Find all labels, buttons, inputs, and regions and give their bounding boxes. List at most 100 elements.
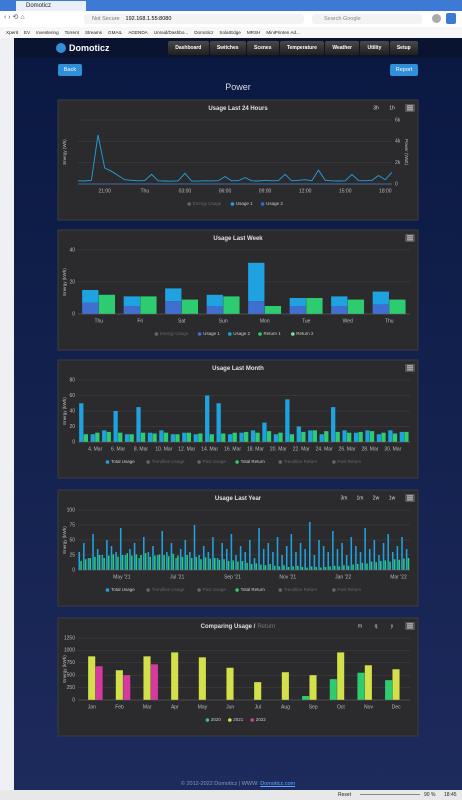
footer: © 2012-2022 Domoticz | WWW: Domoticz.com <box>14 781 462 787</box>
title-text: Usage Last Month <box>212 366 264 372</box>
bookmark[interactable]: Unraid/Dashbo... <box>153 30 189 35</box>
menu-item[interactable]: Temperature <box>279 41 325 55</box>
legend-label[interactable]: 2020 <box>211 717 222 722</box>
legend-label[interactable]: Past Return <box>337 587 361 592</box>
legend-label[interactable]: Usage 1 <box>203 331 220 336</box>
tab[interactable]: Domoticz <box>16 1 86 11</box>
bar <box>124 434 130 442</box>
bar <box>131 555 133 570</box>
tab-bar: Domoticz <box>0 0 462 11</box>
legend-label[interactable]: Total Usage <box>111 459 135 464</box>
bar <box>289 434 295 442</box>
bar <box>312 430 317 442</box>
menu-line <box>407 367 413 369</box>
legend-label[interactable]: Past Usage <box>203 587 227 592</box>
bar <box>318 540 320 570</box>
menu-item[interactable]: Weather <box>325 41 360 55</box>
chart-title: Comparing Usage / Return <box>201 624 276 630</box>
y-axis-label: Energy (kWh) <box>62 526 67 554</box>
bookmark[interactable]: Streams <box>84 30 103 35</box>
zoom-slider[interactable] <box>360 794 420 795</box>
menu-line <box>407 109 413 111</box>
y-tick-label: 750 <box>67 660 76 666</box>
legend-label[interactable]: Energy Usage <box>160 331 189 336</box>
bookmark[interactable]: GMAIL <box>108 30 123 35</box>
footer-link[interactable]: Domoticz.com <box>260 781 296 787</box>
nav-icons[interactable]: ‹ › ⟲ ⌂ <box>4 14 25 21</box>
bookmark[interactable]: MRSH <box>246 30 261 35</box>
menu-line <box>407 627 413 629</box>
menu-item[interactable]: Switches <box>209 41 246 55</box>
bar <box>262 422 267 442</box>
x-tick-label: Thu <box>140 188 149 194</box>
bar <box>336 549 339 570</box>
legend-label[interactable]: 2022 <box>256 717 267 722</box>
y-axis-label: Energy (kWh) <box>62 655 67 683</box>
back-button[interactable]: Back <box>58 64 82 76</box>
bookmark[interactable]: Domoticz <box>194 30 214 35</box>
legend-label[interactable]: Energy Usage <box>193 201 222 206</box>
bar <box>92 534 94 570</box>
legend-label[interactable]: Usage 2 <box>266 201 283 206</box>
bar <box>331 306 348 314</box>
legend-label[interactable]: Usage 1 <box>236 201 253 206</box>
brand[interactable]: Domoticz <box>69 43 110 53</box>
bar <box>204 557 207 570</box>
x-tick-label: Thu <box>94 318 103 324</box>
bar <box>166 552 168 570</box>
bookmark[interactable]: Investering <box>36 30 59 35</box>
bar <box>289 298 306 306</box>
chart-panel <box>57 359 419 479</box>
x-tick-label: Sat <box>178 318 186 324</box>
url-box[interactable]: Not Secure 192.168.1.55:8080 <box>84 14 304 24</box>
legend-label[interactable]: 2021 <box>233 717 244 722</box>
legend-label[interactable]: Total Usage <box>111 587 135 592</box>
legend-label[interactable]: Trendline Return <box>284 459 318 464</box>
extension[interactable] <box>446 13 456 24</box>
bar <box>281 555 283 570</box>
bookmark[interactable]: AGENDA <box>128 30 148 35</box>
y-tick-label: 500 <box>67 673 76 679</box>
x-tick-label: Jun <box>226 704 234 710</box>
reset[interactable]: Reset <box>338 792 352 798</box>
legend-label[interactable]: Trendline Return <box>284 587 318 592</box>
bar <box>186 432 192 442</box>
search-box[interactable]: Search Google <box>312 14 422 24</box>
menu-line <box>407 107 413 109</box>
y-tick-label: 20 <box>69 424 75 430</box>
legend-label[interactable]: Total Return <box>241 587 266 592</box>
bookmark[interactable]: SolarEdge <box>219 30 241 35</box>
menu-item[interactable]: Dashboard <box>168 41 209 55</box>
x-tick-label: 16. Mar <box>224 446 241 452</box>
report-button[interactable]: Report <box>390 64 418 76</box>
legend-label[interactable]: Return 2 <box>296 331 314 336</box>
legend-label[interactable]: Usage 2 <box>233 331 250 336</box>
legend-label[interactable]: Total Return <box>241 459 266 464</box>
bookmark[interactable]: MiniPrinten Ad... <box>266 30 300 35</box>
bar <box>241 561 244 570</box>
x-tick-label: 21:00 <box>98 188 111 194</box>
bookmark[interactable]: Xperit <box>6 30 19 35</box>
menu-item[interactable]: Setup <box>389 41 418 55</box>
bar <box>359 552 362 570</box>
logo <box>56 43 66 53</box>
legend-label[interactable]: Trendline Usage <box>152 587 185 592</box>
bar <box>205 395 210 442</box>
profile[interactable] <box>432 14 441 23</box>
status-bar: Reset 90 % 18:45 <box>0 790 462 800</box>
menu-item[interactable]: Scenes <box>246 41 279 55</box>
range-button: 1m <box>357 495 364 501</box>
bar <box>83 434 89 442</box>
y-tick-label: 100 <box>67 507 76 513</box>
legend-label[interactable]: Trendline Usage <box>152 459 185 464</box>
menu-item[interactable]: Utility <box>360 41 389 55</box>
legend-label[interactable]: Past Return <box>337 459 361 464</box>
bookmark[interactable]: EV <box>24 30 31 35</box>
bar <box>147 432 153 442</box>
legend-label[interactable]: Return 1 <box>264 331 282 336</box>
bar <box>230 534 233 570</box>
bookmark[interactable]: Torrent <box>64 30 79 35</box>
legend-label[interactable]: Past Usage <box>203 459 227 464</box>
bar <box>350 537 353 570</box>
